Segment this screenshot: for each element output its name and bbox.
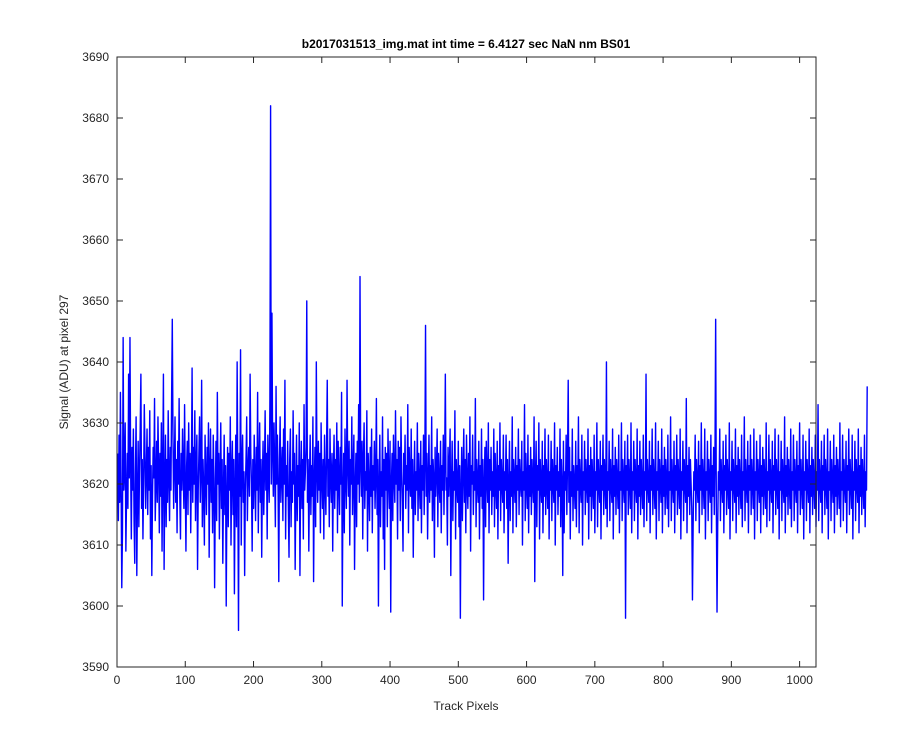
- x-tick-label: 1000: [786, 673, 813, 687]
- x-axis-label: Track Pixels: [434, 699, 499, 713]
- series-line-0: [116, 105, 868, 632]
- y-tick-label: 3590: [82, 660, 109, 674]
- x-tick-label: 200: [244, 673, 264, 687]
- y-tick-label: 3660: [82, 233, 109, 247]
- y-tick-label: 3600: [82, 599, 109, 613]
- x-tick-label: 400: [380, 673, 400, 687]
- x-tick-label: 0: [114, 673, 121, 687]
- y-tick-label: 3630: [82, 416, 109, 430]
- chart-title: b2017031513_img.mat int time = 6.4127 se…: [302, 37, 631, 51]
- x-tick-label: 800: [653, 673, 673, 687]
- x-tick-label: 600: [517, 673, 537, 687]
- x-tick-label: 500: [448, 673, 468, 687]
- plot-area: [117, 57, 816, 667]
- y-tick-label: 3670: [82, 172, 109, 186]
- x-axis: 0 100 200 300 400 500 600 700 800 900 1000: [114, 57, 813, 687]
- x-tick-label: 700: [585, 673, 605, 687]
- y-tick-label: 3620: [82, 477, 109, 491]
- y-tick-label: 3680: [82, 111, 109, 125]
- series-layer: [116, 105, 868, 632]
- x-tick-label: 100: [175, 673, 195, 687]
- y-tick-label: 3690: [82, 50, 109, 64]
- y-axis: 3590 3600 3610 3620 3630 3640 3650 3660 3670 3680…: [82, 50, 816, 674]
- y-tick-label: 3650: [82, 294, 109, 308]
- y-tick-label: 3640: [82, 355, 109, 369]
- x-tick-label: 300: [312, 673, 332, 687]
- y-tick-label: 3610: [82, 538, 109, 552]
- y-axis-label: Signal (ADU) at pixel 297: [57, 294, 71, 429]
- x-tick-label: 900: [721, 673, 741, 687]
